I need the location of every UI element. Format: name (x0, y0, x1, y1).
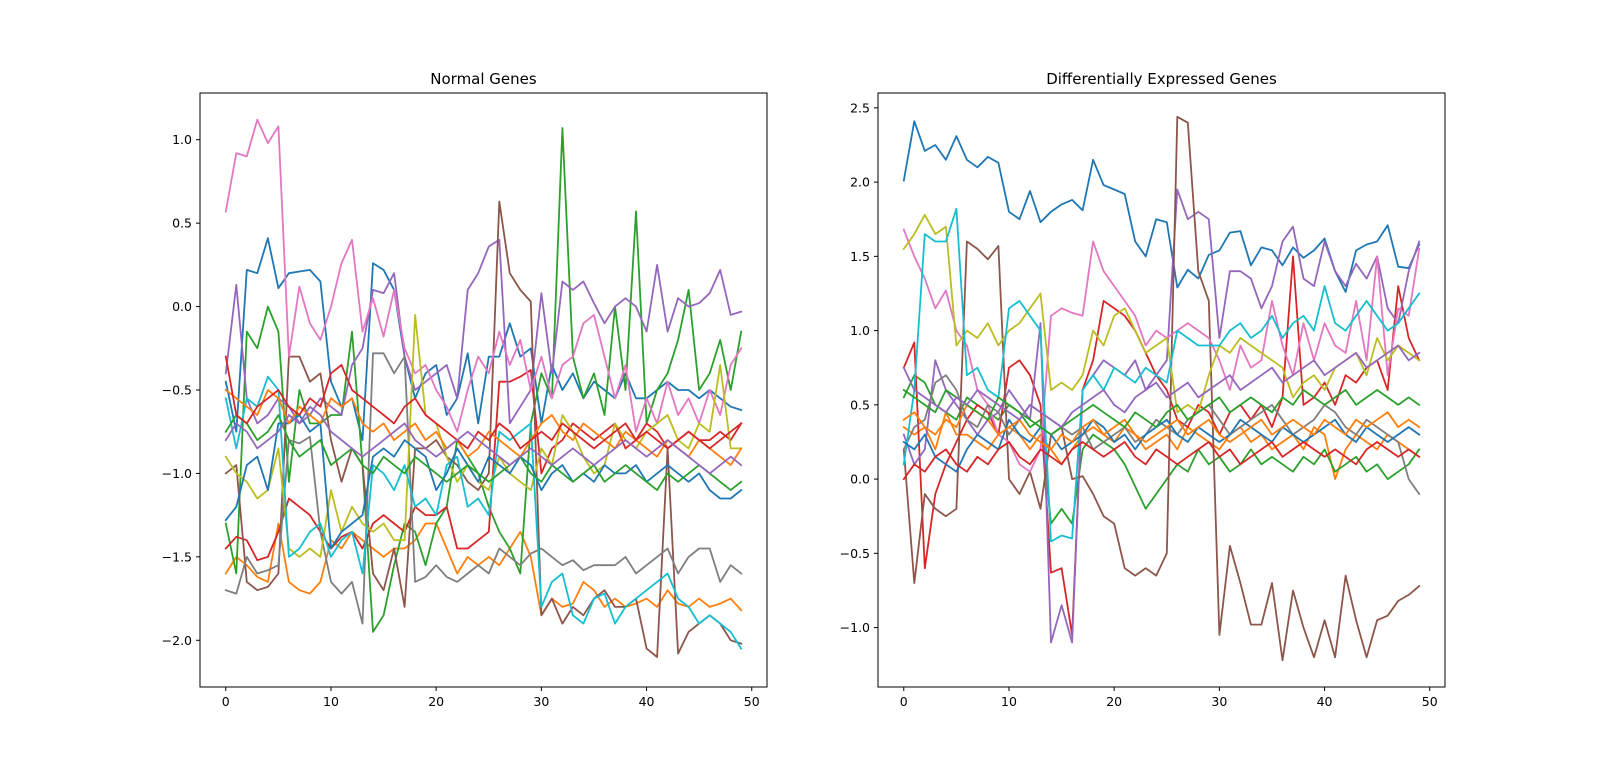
series-line-14 (224, 355, 743, 450)
x-tick-label: 30 (533, 694, 549, 709)
y-tick-label: 2.5 (850, 100, 870, 115)
x-tick-label: 50 (1422, 694, 1438, 709)
x-tick-label: 20 (428, 694, 444, 709)
series-line-4 (224, 369, 743, 562)
series-line-2 (224, 522, 743, 617)
y-tick-label: 1.0 (850, 323, 870, 338)
series-line-9 (902, 213, 1421, 414)
x-tick-label: 0 (900, 694, 908, 709)
series-lines (224, 118, 743, 658)
y-tick-label: 0.5 (172, 216, 192, 231)
chart-normal-genes: Normal Genes 0 10 20 30 40 50 1.0 0.5 0.0 −0.5 −1.… (162, 70, 768, 709)
series-line-10 (902, 207, 1421, 543)
series-line-13 (902, 388, 1421, 436)
y-tick-label: 1.0 (172, 132, 192, 147)
series-line-10 (224, 375, 743, 650)
x-tick-label: 40 (639, 694, 655, 709)
series-line-15 (902, 344, 1421, 429)
series-line-2 (902, 411, 1421, 481)
plot-frame (877, 92, 1446, 688)
series-line-9 (224, 313, 743, 558)
series-line-11 (224, 414, 743, 550)
series-line-1 (902, 120, 1421, 293)
series-line-7 (902, 228, 1421, 473)
x-tick-label: 40 (1317, 694, 1333, 709)
series-line-8 (224, 352, 743, 625)
series-line-13 (224, 414, 743, 492)
y-tick-label: 1.5 (850, 249, 870, 264)
x-tick-label: 50 (744, 694, 760, 709)
x-tick-label: 0 (222, 694, 230, 709)
series-line-5 (902, 188, 1421, 644)
chart-differentially-expressed-genes: Differentially Expressed Genes 0 10 20 30 40… (840, 70, 1446, 709)
y-tick-label: −1.0 (162, 466, 192, 481)
y-tick-label: 2.0 (850, 175, 870, 190)
y-tick-label: −1.5 (162, 549, 192, 564)
y-tick-label: 0.5 (850, 397, 870, 412)
series-line-3 (224, 127, 743, 633)
series-line-3 (902, 374, 1421, 525)
x-tick-label: 10 (1001, 694, 1017, 709)
series-line-6 (902, 115, 1421, 662)
y-tick-label: −1.0 (840, 620, 870, 635)
x-tick-label: 30 (1211, 694, 1227, 709)
series-line-1 (224, 237, 743, 442)
y-tick-label: −2.0 (162, 633, 192, 648)
y-tick-label: −0.5 (840, 546, 870, 561)
chart-title: Normal Genes (430, 70, 537, 88)
y-tick-label: 0.0 (172, 299, 192, 314)
chart-title: Differentially Expressed Genes (1046, 70, 1277, 88)
axis-ticks: 0 10 20 30 40 50 1.0 0.5 0.0 −0.5 −1.0 −1.5 −2.0 (162, 132, 760, 709)
y-tick-label: 0.0 (850, 472, 870, 487)
plot-frame (199, 92, 768, 688)
series-line-12 (224, 388, 743, 467)
series-line-14 (902, 441, 1421, 481)
x-tick-label: 20 (1106, 694, 1122, 709)
series-lines (902, 115, 1421, 662)
y-tick-label: −0.5 (162, 383, 192, 398)
series-line-15 (224, 405, 743, 475)
series-line-7 (224, 118, 743, 433)
axis-ticks: 0 10 20 30 40 50 2.5 2.0 1.5 1.0 0.5 0.0 −0.5 −1.0 (840, 100, 1438, 709)
x-tick-label: 10 (323, 694, 339, 709)
series-line-5 (224, 238, 743, 425)
series-line-11 (902, 418, 1421, 473)
series-line-12 (902, 403, 1421, 451)
series-line-6 (224, 200, 743, 658)
